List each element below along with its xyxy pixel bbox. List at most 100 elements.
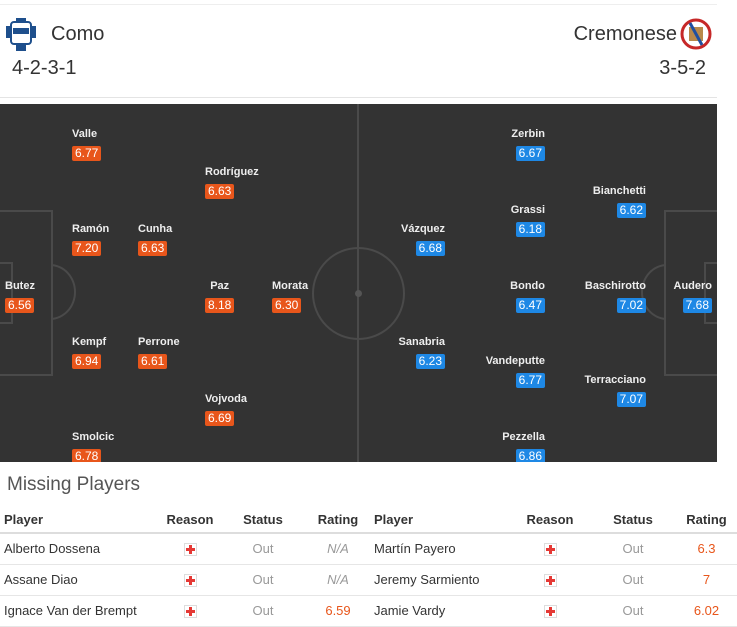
away-formation: 3-5-2 [659, 57, 706, 79]
rating-badge: 6.63 [138, 241, 168, 256]
player-name: Audero [673, 280, 713, 292]
player-name: Vandeputte [485, 355, 545, 367]
table-header: Player Reason Status Rating Player Reaso… [0, 506, 737, 534]
status: Out [220, 533, 306, 565]
player-cunha[interactable]: Cunha 6.63 [138, 222, 172, 256]
rating-badge: 6.78 [72, 449, 102, 462]
cremonese-badge-icon [680, 18, 712, 50]
player-name[interactable]: Alberto Dossena [0, 533, 160, 565]
player-perrone[interactable]: Perrone 6.61 [138, 335, 180, 369]
injury-icon [543, 543, 557, 557]
table-row: Alberto Dossena Out N/A Martín Payero Ou… [0, 533, 737, 565]
player-name: Bondo [510, 280, 545, 292]
rating: 6.3 [676, 533, 737, 565]
away-team-name[interactable]: Cremonese [573, 23, 677, 45]
away-penalty-box [664, 210, 717, 376]
player-vazquez[interactable]: Vázquez 6.68 [401, 222, 445, 256]
player-ramon[interactable]: Ramón 7.20 [72, 222, 109, 256]
away-goal-box [704, 262, 717, 324]
rating-badge: 7.02 [616, 298, 646, 313]
player-name: Bianchetti [592, 185, 646, 197]
player-vandeputte[interactable]: Vandeputte 6.77 [486, 354, 545, 388]
player-zerbin[interactable]: Zerbin 6.67 [511, 127, 545, 161]
player-name[interactable]: Jeremy Sarmiento [370, 564, 510, 596]
player-audero[interactable]: Audero 7.68 [673, 279, 713, 313]
player-name: Grassi [510, 204, 545, 216]
player-kempf[interactable]: Kempf 6.94 [72, 335, 106, 369]
player-bianchetti[interactable]: Bianchetti 6.62 [593, 184, 646, 218]
player-morata[interactable]: Morata 6.30 [272, 279, 308, 313]
player-vojvoda[interactable]: Vojvoda 6.69 [205, 392, 247, 426]
column-header: Rating [306, 506, 370, 534]
rating-badge: 6.77 [72, 146, 102, 161]
player-name: Terracciano [584, 374, 646, 386]
player-name: Paz [210, 280, 230, 292]
player-name: Perrone [138, 336, 180, 348]
column-header: Reason [160, 506, 220, 534]
injury-icon [183, 574, 197, 588]
rating-badge: 6.77 [515, 373, 545, 388]
player-grassi[interactable]: Grassi 6.18 [511, 203, 545, 237]
divider [0, 4, 717, 5]
rating-badge: 6.47 [515, 298, 545, 313]
status: Out [220, 595, 306, 627]
injury-icon [183, 605, 197, 619]
player-valle[interactable]: Valle 6.77 [72, 127, 102, 161]
player-pezzella[interactable]: Pezzella 6.86 [502, 430, 545, 462]
home-team-name[interactable]: Como [51, 23, 105, 45]
divider [0, 97, 717, 98]
rating-badge: 6.86 [515, 449, 545, 462]
table-row: Ignace Van der Brempt Out 6.59 Jamie Var… [0, 595, 737, 627]
rating-badge: 6.30 [272, 298, 302, 313]
column-header: Status [220, 506, 306, 534]
column-header: Status [590, 506, 676, 534]
player-name[interactable]: Jamie Vardy [370, 595, 510, 627]
home-penalty-box [0, 210, 53, 376]
rating-badge: 8.18 [205, 298, 235, 313]
player-name: Valle [72, 128, 98, 140]
home-goal-box [0, 262, 13, 324]
rating-badge: 6.94 [72, 354, 102, 369]
player-name: Vojvoda [205, 393, 247, 405]
player-sanabria[interactable]: Sanabria 6.23 [399, 335, 445, 369]
injury-icon [543, 605, 557, 619]
player-rodriguez[interactable]: Rodríguez 6.63 [205, 165, 259, 199]
player-terracciano[interactable]: Terracciano 7.07 [584, 373, 646, 407]
status: Out [590, 595, 676, 627]
player-smolcic[interactable]: Smolcic 6.78 [72, 430, 114, 462]
injury-icon [183, 543, 197, 557]
rating-badge: 6.23 [415, 354, 445, 369]
player-name: Kempf [72, 336, 107, 348]
rating-badge: 6.62 [616, 203, 646, 218]
rating: 7 [676, 564, 737, 596]
player-name: Smolcic [72, 431, 115, 443]
player-baschirotto[interactable]: Baschirotto 7.02 [585, 279, 646, 313]
rating-badge: 6.69 [205, 411, 235, 426]
player-butez[interactable]: Butez 6.56 [5, 279, 35, 313]
player-name: Butez [5, 280, 35, 292]
player-name: Sanabria [398, 336, 445, 348]
player-name: Zerbin [511, 128, 545, 140]
rating-badge: 6.61 [138, 354, 168, 369]
player-name: Rodríguez [205, 166, 259, 178]
player-paz[interactable]: Paz 8.18 [205, 279, 235, 313]
player-name[interactable]: Assane Diao [0, 564, 160, 596]
player-name[interactable]: Martín Payero [370, 533, 510, 565]
status: Out [220, 564, 306, 596]
column-header: Rating [676, 506, 737, 534]
player-name: Ramón [72, 223, 110, 235]
rating-badge: 7.20 [72, 241, 102, 256]
rating: N/A [306, 564, 370, 596]
column-header: Reason [510, 506, 590, 534]
rating-badge: 6.63 [205, 184, 235, 199]
player-name: Pezzella [502, 431, 545, 443]
player-name: Cunha [138, 223, 173, 235]
player-bondo[interactable]: Bondo 6.47 [510, 279, 545, 313]
center-spot [355, 290, 362, 297]
missing-players-table: Player Reason Status Rating Player Reaso… [0, 506, 737, 627]
table-row: Assane Diao Out N/A Jeremy Sarmiento Out… [0, 564, 737, 596]
como-badge-icon [6, 18, 36, 51]
center-circle [312, 247, 405, 340]
player-name[interactable]: Ignace Van der Brempt [0, 595, 160, 627]
injury-icon [543, 574, 557, 588]
